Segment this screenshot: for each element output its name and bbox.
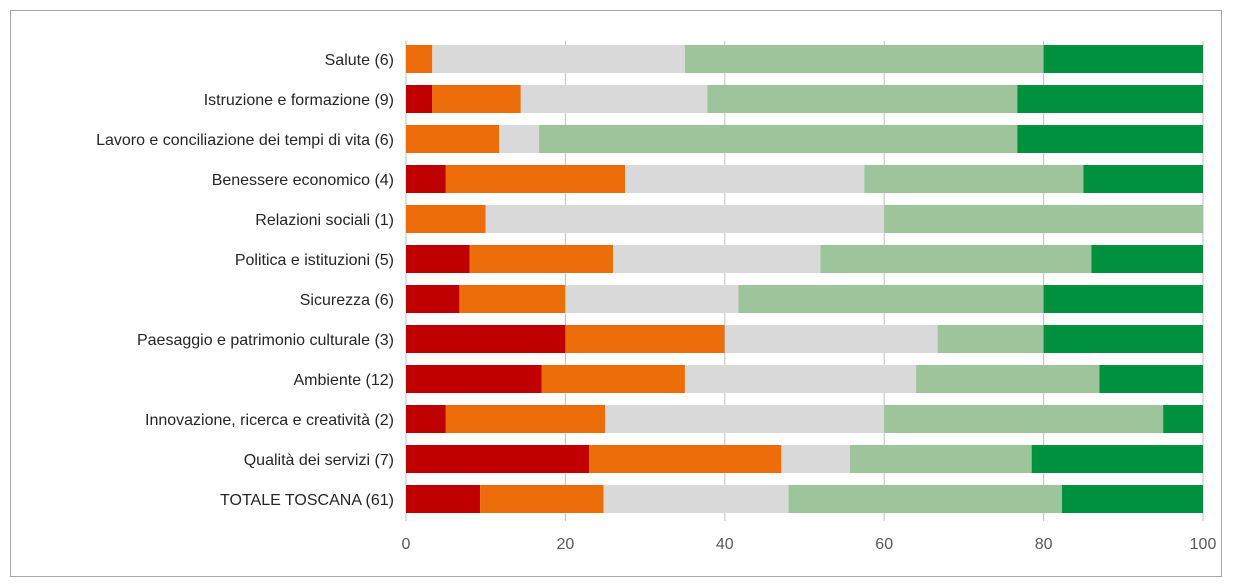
bar-segment — [1061, 485, 1203, 513]
x-axis-ticks: 0 20 40 60 80 100 — [402, 536, 1217, 553]
bar-segment — [1083, 165, 1203, 193]
bar-segment — [1043, 45, 1203, 73]
bar-segment — [1091, 245, 1203, 273]
bar-segment — [781, 445, 850, 473]
bar-segment — [684, 365, 917, 393]
category-label: TOTALE TOSCANA (61) — [220, 492, 394, 509]
x-tick-label: 0 — [402, 536, 411, 553]
x-tick-label: 20 — [557, 536, 575, 553]
bar-segment — [445, 165, 626, 193]
bar-segment — [406, 285, 460, 313]
category-label: Ambiente (12) — [294, 372, 395, 389]
bar-segment — [406, 325, 566, 353]
category-label: Sicurezza (6) — [300, 292, 394, 309]
bar-segment — [541, 365, 685, 393]
category-label: Relazioni sociali (1) — [255, 212, 394, 229]
bar-segment — [406, 45, 433, 73]
category-label: Qualità dei servizi (7) — [244, 452, 394, 469]
stacked-bar-chart: Salute (6) Istruzione e formazione (9) Lav… — [96, 41, 1217, 553]
bar-segment — [884, 205, 1203, 233]
bar-segment — [485, 205, 885, 233]
bar-segment — [406, 365, 542, 393]
bar-segment — [459, 285, 566, 313]
bar-segment — [406, 445, 590, 473]
bar-segment — [1043, 325, 1203, 353]
bar-segment — [625, 165, 865, 193]
bar-segment — [445, 405, 606, 433]
bar-segment — [1043, 285, 1203, 313]
bar-segment — [432, 45, 685, 73]
bar-segment — [1031, 445, 1203, 473]
bars — [406, 45, 1203, 513]
bar-segment — [406, 405, 446, 433]
gridlines — [405, 41, 1204, 521]
bar-segment — [1017, 85, 1203, 113]
bar-segment — [406, 85, 433, 113]
category-label: Politica e istituzioni (5) — [235, 252, 394, 269]
bar-segment — [613, 245, 821, 273]
bar-segment — [565, 325, 725, 353]
x-tick-label: 100 — [1190, 536, 1217, 553]
bar-segment — [864, 165, 1084, 193]
x-tick-label: 40 — [716, 536, 734, 553]
bar-segment — [539, 125, 1018, 153]
category-labels: Salute (6) Istruzione e formazione (9) Lav… — [96, 52, 394, 509]
bar-segment — [916, 365, 1100, 393]
bar-segment — [788, 485, 1062, 513]
x-tick-label: 60 — [875, 536, 893, 553]
category-label: Istruzione e formazione (9) — [204, 92, 394, 109]
bar-segment — [406, 125, 500, 153]
bar-segment — [406, 245, 470, 273]
bar-segment — [499, 125, 540, 153]
bar-segment — [707, 85, 1018, 113]
bar-segment — [684, 45, 1044, 73]
bar-segment — [406, 165, 446, 193]
category-label: Innovazione, ricerca e creatività (2) — [145, 412, 394, 429]
bar-segment — [884, 405, 1164, 433]
bar-segment — [469, 245, 614, 273]
bar-segment — [738, 285, 1044, 313]
bar-segment — [605, 405, 885, 433]
x-tick-label: 80 — [1035, 536, 1053, 553]
bar-segment — [937, 325, 1044, 353]
bar-segment — [603, 485, 789, 513]
bar-segment — [1163, 405, 1203, 433]
bar-segment — [432, 85, 521, 113]
bar-segment — [820, 245, 1092, 273]
bar-segment — [565, 285, 739, 313]
bar-segment — [406, 205, 486, 233]
bar-segment — [480, 485, 604, 513]
bar-segment — [589, 445, 782, 473]
category-label: Lavoro e conciliazione dei tempi di vita… — [96, 132, 394, 149]
bar-segment — [520, 85, 708, 113]
bar-segment — [724, 325, 938, 353]
bar-segment — [1099, 365, 1203, 393]
bar-segment — [849, 445, 1032, 473]
category-label: Benessere economico (4) — [212, 172, 394, 189]
category-label: Paesaggio e patrimonio culturale (3) — [137, 332, 394, 349]
category-label: Salute (6) — [325, 52, 394, 69]
bar-segment — [1017, 125, 1203, 153]
chart-frame: Salute (6) Istruzione e formazione (9) Lav… — [10, 10, 1222, 577]
bar-segment — [406, 485, 481, 513]
